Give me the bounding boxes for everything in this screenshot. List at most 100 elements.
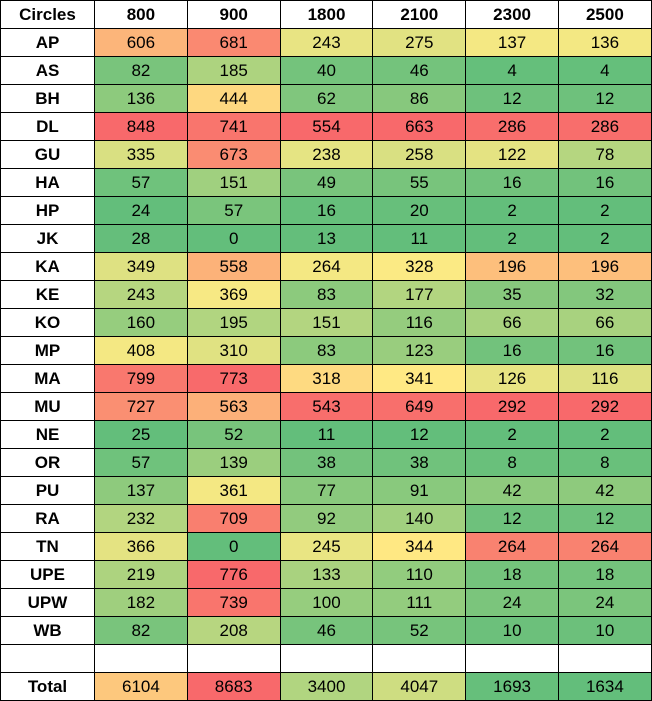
row-label-ke: KE [0, 280, 95, 309]
heat-cell: 32 [557, 280, 652, 309]
heat-cell: 139 [186, 448, 281, 477]
table-row: HP 24 57 16 20 2 2 [0, 196, 652, 225]
table-row: DL 848 741 554 663 286 286 [0, 112, 652, 141]
heat-cell: 160 [94, 308, 188, 337]
table-row: OR 57 139 38 38 8 8 [0, 448, 652, 477]
heat-cell: 349 [94, 252, 188, 281]
row-label-as: AS [0, 56, 95, 85]
row-label-ka: KA [0, 252, 95, 281]
heat-cell: 2 [465, 196, 559, 225]
heat-cell: 52 [186, 420, 281, 449]
row-label-mp: MP [0, 336, 95, 365]
heat-cell: 245 [279, 532, 374, 561]
heat-cell: 185 [186, 56, 281, 85]
heat-cell: 100 [279, 588, 374, 617]
heat-cell: 62 [279, 84, 374, 113]
table-row: MA 799 773 318 341 126 116 [0, 364, 652, 393]
heat-cell: 28 [94, 224, 188, 253]
heat-cell: 0 [186, 532, 281, 561]
table-row: UPE 219 776 133 110 18 18 [0, 560, 652, 589]
heat-cell: 10 [557, 616, 652, 645]
row-label-wb: WB [0, 616, 95, 645]
heat-cell: 264 [279, 252, 374, 281]
heat-cell: 2 [557, 224, 652, 253]
heat-cell: 196 [465, 252, 559, 281]
heat-cell: 709 [186, 504, 281, 533]
heat-cell: 86 [372, 84, 467, 113]
heat-cell: 848 [94, 112, 188, 141]
row-label-mu: MU [0, 392, 95, 421]
heat-cell: 38 [372, 448, 467, 477]
spacer-cell [372, 644, 467, 673]
table-row: KA 349 558 264 328 196 196 [0, 252, 652, 281]
heat-cell: 681 [186, 28, 281, 57]
heat-cell: 16 [465, 336, 559, 365]
heat-cell: 151 [279, 308, 374, 337]
row-label-ma: MA [0, 364, 95, 393]
heat-cell: 82 [94, 616, 188, 645]
spacer-cell [557, 644, 652, 673]
heat-cell: 24 [94, 196, 188, 225]
heat-cell: 42 [557, 476, 652, 505]
row-label-ha: HA [0, 168, 95, 197]
table-row: MU 727 563 543 649 292 292 [0, 392, 652, 421]
heat-cell: 38 [279, 448, 374, 477]
row-label-bh: BH [0, 84, 95, 113]
heat-cell: 8 [465, 448, 559, 477]
heat-cell: 208 [186, 616, 281, 645]
column-header-2500: 2500 [557, 0, 652, 29]
row-label-ko: KO [0, 308, 95, 337]
row-label-jk: JK [0, 224, 95, 253]
table-row: AS 82 185 40 46 4 4 [0, 56, 652, 85]
table-row: PU 137 361 77 91 42 42 [0, 476, 652, 505]
heat-cell: 92 [279, 504, 374, 533]
heat-cell: 25 [94, 420, 188, 449]
heat-cell: 2 [557, 196, 652, 225]
heat-cell: 13 [279, 224, 374, 253]
heat-cell: 12 [557, 84, 652, 113]
row-label-ne: NE [0, 420, 95, 449]
heat-cell: 78 [557, 140, 652, 169]
heat-cell: 292 [465, 392, 559, 421]
table-row: UPW 182 739 100 111 24 24 [0, 588, 652, 617]
heat-cell: 369 [186, 280, 281, 309]
heat-cell: 776 [186, 560, 281, 589]
heat-cell: 24 [465, 588, 559, 617]
table-row: GU 335 673 238 258 122 78 [0, 140, 652, 169]
table-row: WB 82 208 46 52 10 10 [0, 616, 652, 645]
heat-cell: 444 [186, 84, 281, 113]
heat-cell: 46 [279, 616, 374, 645]
heat-cell: 123 [372, 336, 467, 365]
heat-cell: 2 [557, 420, 652, 449]
row-label-upe: UPE [0, 560, 95, 589]
spacer-row [0, 644, 652, 673]
heat-cell: 12 [557, 504, 652, 533]
row-label-gu: GU [0, 140, 95, 169]
heat-cell: 57 [186, 196, 281, 225]
heat-cell: 16 [279, 196, 374, 225]
heat-cell: 543 [279, 392, 374, 421]
data-rows: AP 606 681 243 275 137 136 AS 82 185 40 46 4 4 BH 136 44… [0, 28, 652, 645]
heat-cell: 361 [186, 476, 281, 505]
table-row: KO 160 195 151 116 66 66 [0, 308, 652, 337]
heat-cell: 122 [465, 140, 559, 169]
column-header-1800: 1800 [279, 0, 374, 29]
heat-cell: 18 [557, 560, 652, 589]
heat-cell: 10 [465, 616, 559, 645]
heat-cell: 558 [186, 252, 281, 281]
spacer-cell [186, 644, 281, 673]
row-label-ap: AP [0, 28, 95, 57]
heat-cell: 4 [557, 56, 652, 85]
heat-cell: 91 [372, 476, 467, 505]
heat-cell: 219 [94, 560, 188, 589]
heat-cell: 258 [372, 140, 467, 169]
heat-cell: 195 [186, 308, 281, 337]
row-label-pu: PU [0, 476, 95, 505]
total-cell: 1634 [557, 672, 652, 701]
heat-cell: 328 [372, 252, 467, 281]
table-row: KE 243 369 83 177 35 32 [0, 280, 652, 309]
heat-cell: 286 [465, 112, 559, 141]
heat-cell: 563 [186, 392, 281, 421]
heat-cell: 318 [279, 364, 374, 393]
